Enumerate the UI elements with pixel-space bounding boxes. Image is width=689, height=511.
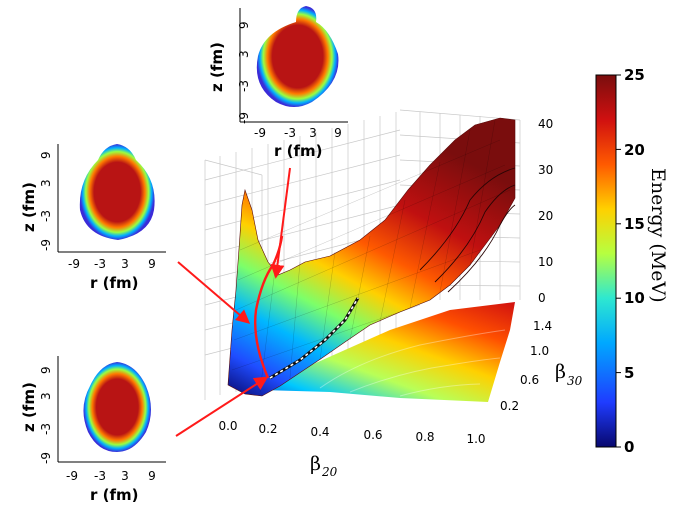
colorbar-tick: 25 [624,66,645,84]
density-bottom [83,362,151,452]
x-tick: -3 [94,257,106,271]
x-tick: 0.2 [258,422,277,436]
x-tick: 9 [148,257,156,271]
y-tick: 0.2 [500,399,519,413]
x-axis-label: β [310,453,321,475]
x-axis-label-subscript: 20 [321,465,338,479]
x-tick: 3 [121,257,129,271]
y-tick: -9 [237,112,251,124]
y-tick: -9 [39,452,53,464]
inset-ylabel: z (fm) [20,382,38,432]
x-tick: 3 [121,469,129,483]
energy-surface [227,117,516,397]
z-tick: 20 [538,209,553,223]
inset-ylabel: z (fm) [20,182,38,232]
density-top [256,6,339,107]
colorbar-tick: 5 [624,364,634,382]
y-tick: -3 [237,80,251,92]
ridge-contours [419,167,516,293]
inset-xlabel: r (fm) [90,486,139,504]
x-tick: 0.0 [218,419,237,433]
y-tick: 9 [237,21,251,29]
colorbar-tick: 15 [624,215,645,233]
colorbar-label: Energy (MeV) [647,168,669,303]
y-tick: 9 [39,151,53,159]
colorbar-tick: 0 [624,438,634,456]
y-tick: -9 [39,239,53,251]
contour-floor [240,302,515,402]
surface-mesh [231,119,511,393]
x-tick: -9 [68,257,80,271]
arrow-top [270,167,291,279]
z-tick: 10 [538,255,553,269]
y-tick: 3 [237,50,251,58]
x-tick: -9 [254,126,266,140]
y-axis: 0.2 0.6 1.0 1.4 β 30 [500,319,583,413]
colorbar-tick-labels: 0 5 10 15 20 25 [624,66,645,456]
y-tick: -3 [39,210,53,222]
x-tick: 9 [334,126,342,140]
colorbar-tick: 20 [624,141,645,159]
colorbar-tick: 10 [624,289,645,307]
y-axis-label-subscript: 30 [567,374,583,388]
x-tick: 1.0 [466,432,485,446]
x-tick: 3 [309,126,317,140]
colorbar-ticks [616,74,621,448]
inset-bottom: 9 3 -3 -9 -9 -3 3 9 r (fm) z (fm) [20,356,166,504]
x-tick: 0.4 [310,425,329,439]
y-tick: 1.0 [530,344,549,358]
x-axis: 0.0 0.2 0.4 0.6 0.8 1.0 β 20 [218,419,485,479]
inset-ylabel: z (fm) [208,42,226,92]
y-tick: 1.4 [533,319,552,333]
y-tick: 9 [39,366,53,374]
arrow-bottom [175,376,269,437]
x-tick: -3 [284,126,296,140]
y-tick: 3 [39,392,53,400]
z-tick: 30 [538,163,553,177]
y-axis-label: β [555,361,566,383]
x-tick: 9 [148,469,156,483]
inset-xlabel: r (fm) [274,142,323,160]
density-middle [79,144,155,240]
x-tick: 0.6 [363,428,382,442]
inset-middle: 9 3 -3 -9 -9 -3 3 9 r (fm) z (fm) [20,144,166,292]
z-tick: 40 [538,117,553,131]
arrow-middle [177,261,251,324]
inset-xlabel: r (fm) [90,274,139,292]
colorbar [595,74,617,448]
z-tick: 0 [538,291,546,305]
x-tick: -3 [94,469,106,483]
y-tick: 3 [39,179,53,187]
inset-top: 9 3 -3 -9 -9 -3 3 9 r (fm) z (fm) [208,6,348,160]
y-tick: 0.6 [520,373,539,387]
z-axis: 0 10 20 30 40 [538,117,553,305]
floor-contour-lines [319,329,506,397]
y-tick: -3 [39,423,53,435]
x-tick: 0.8 [415,430,434,444]
x-tick: -9 [66,469,78,483]
